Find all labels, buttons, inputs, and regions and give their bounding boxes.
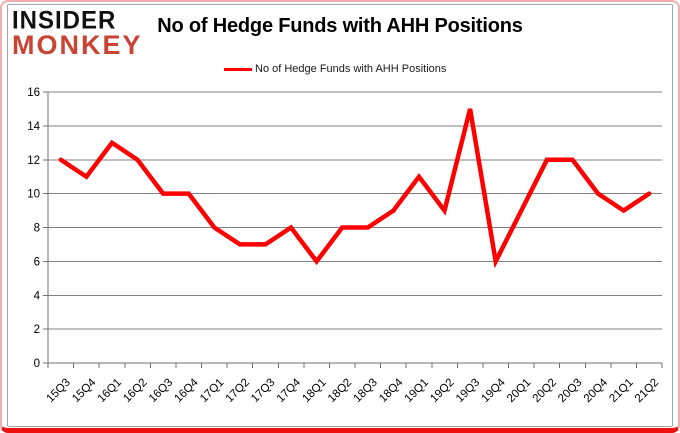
y-axis-label: 14 bbox=[27, 121, 40, 133]
y-axis-label: 6 bbox=[34, 256, 40, 268]
x-axis-label: 17Q2 bbox=[224, 377, 252, 405]
y-axis-label: 4 bbox=[34, 290, 41, 302]
x-axis-label: 20Q4 bbox=[582, 376, 611, 405]
x-axis-label: 21Q2 bbox=[633, 377, 661, 405]
x-axis-label: 19Q4 bbox=[479, 376, 508, 405]
x-axis-label: 16Q3 bbox=[147, 377, 175, 405]
x-axis-label: 18Q2 bbox=[326, 377, 354, 405]
x-axis-label: 21Q1 bbox=[607, 377, 635, 405]
x-axis-label: 20Q2 bbox=[531, 377, 559, 405]
x-axis-label: 15Q4 bbox=[70, 376, 99, 405]
legend-line-swatch bbox=[224, 67, 252, 71]
data-series-line bbox=[58, 108, 652, 269]
legend: No of Hedge Funds with AHH Positions bbox=[224, 62, 446, 76]
x-axis-label: 20Q1 bbox=[505, 377, 533, 405]
x-axis-label: 18Q3 bbox=[352, 377, 380, 405]
y-axis-label: 2 bbox=[34, 324, 40, 336]
x-axis-label: 19Q2 bbox=[428, 377, 456, 405]
x-axis-label: 19Q1 bbox=[403, 377, 431, 405]
x-axis-label: 16Q1 bbox=[96, 377, 124, 405]
x-axis-label: 17Q3 bbox=[249, 377, 277, 405]
x-axis-label: 19Q3 bbox=[454, 377, 482, 405]
x-axis-label: 18Q4 bbox=[377, 376, 406, 405]
y-axis-label: 8 bbox=[34, 223, 40, 235]
x-axis-label: 16Q4 bbox=[172, 376, 201, 405]
legend-label: No of Hedge Funds with AHH Positions bbox=[255, 63, 447, 75]
y-axis-label: 0 bbox=[34, 358, 40, 370]
x-axis-label: 20Q3 bbox=[556, 377, 584, 405]
chart-title: No of Hedge Funds with AHH Positions bbox=[157, 15, 523, 37]
x-axis-label: 16Q2 bbox=[121, 377, 149, 405]
x-axis-label: 17Q4 bbox=[275, 376, 304, 405]
y-axis-label: 12 bbox=[27, 155, 40, 167]
x-axis-label: 15Q3 bbox=[45, 377, 73, 405]
y-axis-label: 16 bbox=[27, 87, 40, 99]
logo-monkey-text: MONKEY bbox=[12, 29, 143, 60]
x-axis-label: 18Q1 bbox=[300, 377, 328, 405]
y-axis-label: 10 bbox=[27, 189, 40, 201]
logo-insider-text: INSIDER bbox=[12, 6, 117, 35]
insider-monkey-logo: INSIDER MONKEY bbox=[12, 6, 143, 60]
x-axis-label: 17Q1 bbox=[198, 377, 226, 405]
